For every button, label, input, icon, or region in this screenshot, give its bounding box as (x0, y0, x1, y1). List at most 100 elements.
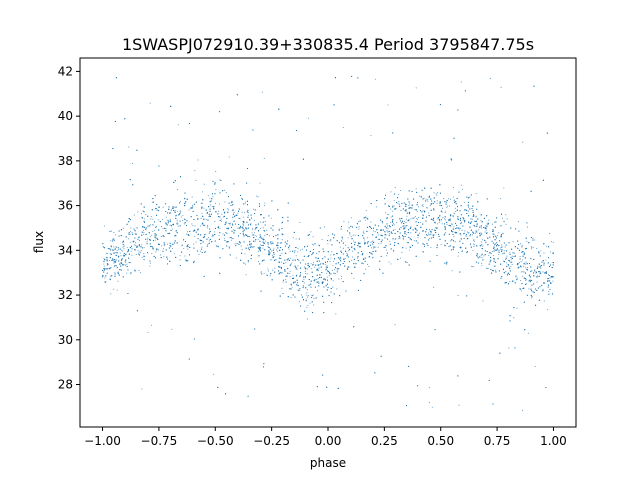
data-point (393, 205, 395, 207)
data-point (267, 270, 269, 272)
data-point (198, 254, 200, 256)
data-point (389, 233, 391, 235)
data-point (229, 222, 232, 224)
data-point (342, 247, 344, 249)
data-point (495, 242, 497, 244)
data-point (149, 102, 151, 104)
data-point (519, 243, 522, 245)
data-point (351, 246, 353, 248)
data-point (374, 78, 376, 80)
data-point (306, 318, 308, 320)
data-point (139, 272, 142, 274)
data-point (488, 254, 490, 256)
data-point (151, 253, 153, 255)
data-point (431, 406, 433, 408)
data-point (395, 237, 397, 240)
data-point (213, 373, 215, 375)
data-point (110, 246, 112, 248)
data-point (422, 243, 424, 245)
data-point (241, 211, 243, 213)
data-point (366, 263, 369, 266)
data-point (374, 231, 376, 233)
data-point (163, 235, 165, 238)
data-point (547, 274, 550, 276)
data-point (281, 239, 283, 241)
data-point (500, 198, 502, 200)
data-point (180, 216, 182, 218)
data-point (109, 252, 111, 254)
data-point (229, 224, 231, 226)
data-point (313, 304, 315, 306)
data-point (212, 196, 214, 198)
data-point (534, 365, 536, 368)
data-point (173, 252, 175, 254)
data-point (139, 254, 141, 256)
data-point (519, 256, 521, 258)
data-point (522, 141, 524, 143)
data-point (213, 235, 215, 237)
data-point (546, 245, 548, 247)
data-point (132, 162, 134, 164)
data-point (317, 278, 319, 280)
data-point (436, 194, 438, 196)
data-point (122, 254, 124, 256)
data-point (501, 244, 503, 246)
data-point (394, 186, 396, 189)
data-point (318, 267, 320, 269)
data-point (197, 159, 199, 161)
data-point (154, 229, 156, 231)
data-point (520, 280, 522, 282)
data-point (518, 261, 520, 264)
data-point (174, 206, 176, 208)
data-point (262, 247, 264, 249)
data-point (251, 232, 253, 234)
data-point (150, 245, 153, 248)
data-point (351, 259, 353, 261)
data-point (285, 279, 287, 281)
data-point (352, 256, 354, 258)
data-point (525, 261, 527, 263)
data-point (294, 252, 296, 254)
data-point (264, 234, 266, 236)
data-point (543, 300, 545, 302)
data-point (452, 196, 454, 198)
data-point (382, 222, 384, 224)
data-point (343, 220, 345, 222)
data-point (531, 270, 533, 272)
data-point (353, 240, 355, 242)
data-point (297, 251, 299, 253)
data-point (500, 248, 502, 250)
data-point (521, 275, 523, 277)
data-point (390, 263, 392, 265)
data-point (459, 227, 461, 229)
data-point (128, 146, 130, 148)
data-point (289, 272, 291, 275)
data-point (218, 234, 220, 236)
data-point (500, 86, 502, 88)
data-point (271, 241, 273, 243)
data-point (113, 239, 115, 241)
data-point (413, 240, 415, 242)
data-point (141, 256, 143, 259)
data-point (520, 271, 522, 273)
data-point (313, 262, 315, 264)
data-point (270, 217, 272, 219)
data-point (464, 230, 466, 232)
data-point (471, 218, 474, 220)
data-point (405, 247, 407, 249)
data-point (418, 195, 421, 197)
data-point (347, 247, 349, 249)
data-point (454, 207, 456, 209)
data-point (203, 207, 205, 209)
data-point (457, 255, 459, 257)
data-point (182, 214, 184, 216)
data-point (188, 246, 190, 248)
data-point (211, 206, 213, 208)
data-point (532, 291, 534, 293)
data-point (370, 134, 372, 136)
data-point (531, 297, 533, 299)
data-point (484, 231, 486, 233)
data-point (406, 210, 408, 212)
data-point (313, 298, 315, 300)
